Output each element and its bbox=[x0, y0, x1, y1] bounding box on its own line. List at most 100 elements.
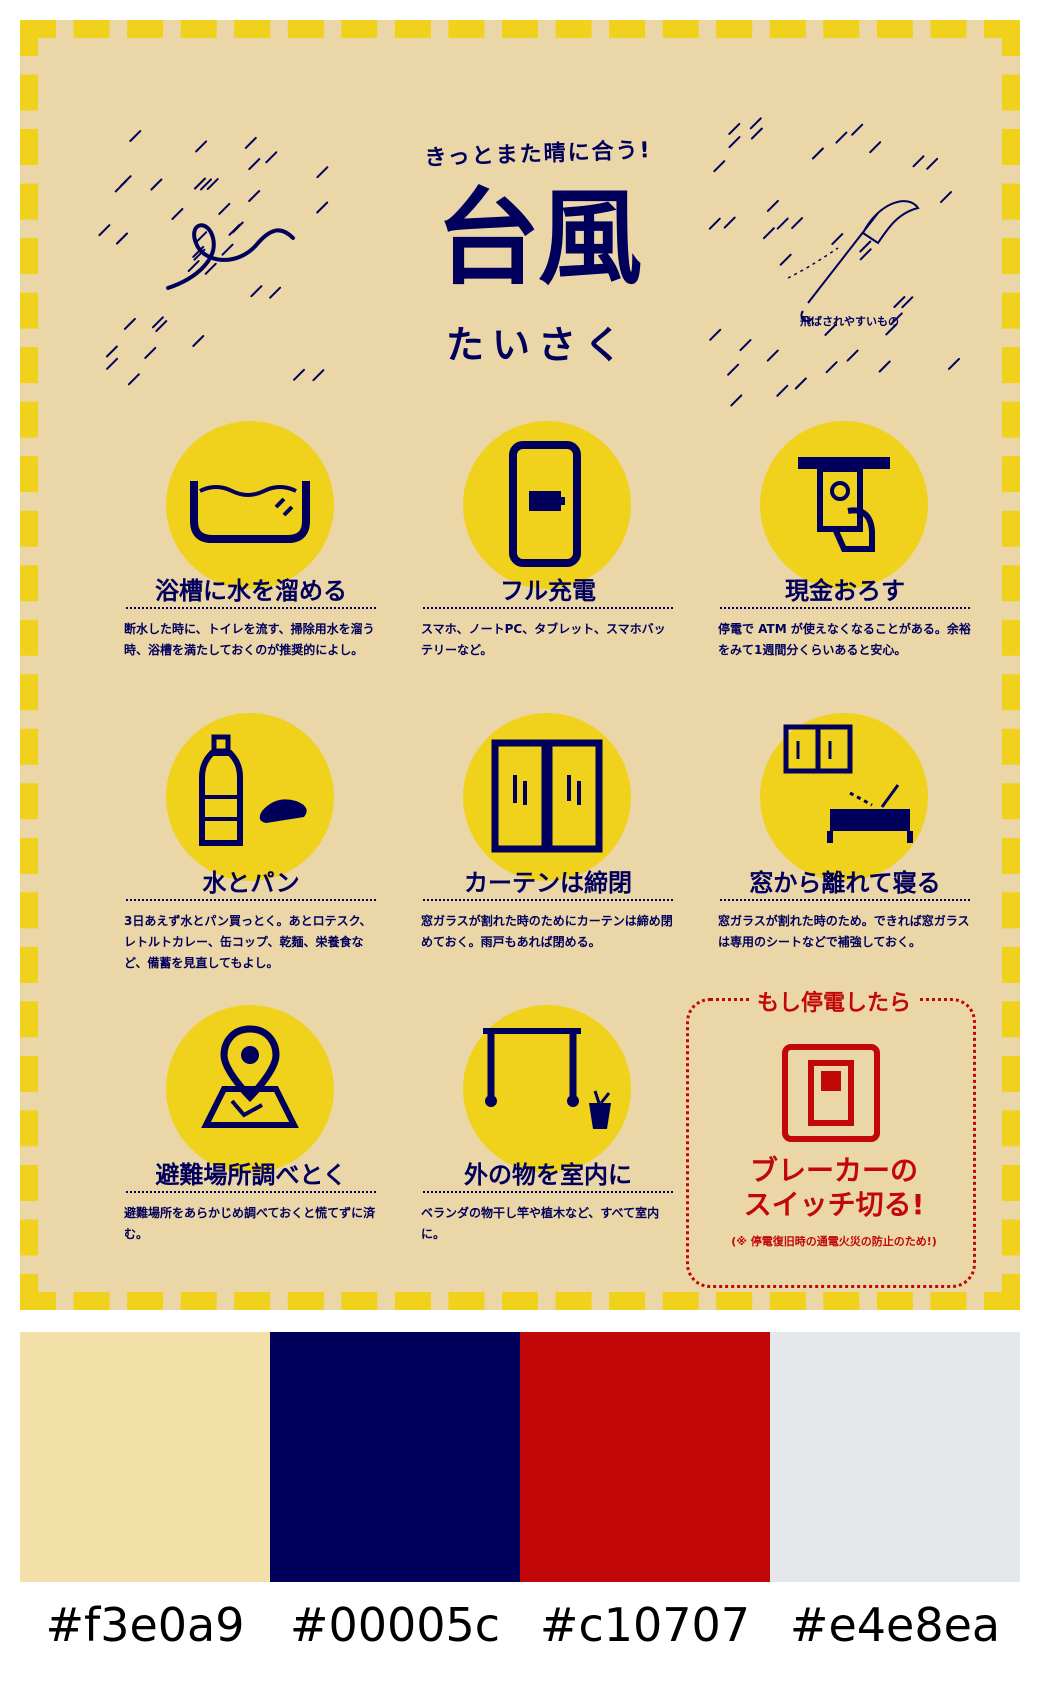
rain-dash bbox=[265, 151, 278, 164]
atm-icon bbox=[798, 457, 890, 552]
tip-description: 3日あえず水とパン買っとく。あとロテスク、レトルトカレー、缶コップ、乾麺、栄養食… bbox=[124, 914, 372, 970]
rain-dash bbox=[749, 117, 762, 130]
tip-card-sleep-away: 窓から離れて寝る 窓ガラスが割れた時のため。できれば窓ガラスは専用のシートなどで… bbox=[710, 713, 980, 991]
rain-dash bbox=[316, 201, 329, 214]
tip-card-cash: 現金おろす 停電で ATM が使えなくなることがある。余裕をみて1週間分くらいあ… bbox=[710, 421, 980, 699]
palette-swatch-2 bbox=[270, 1332, 520, 1582]
color-palette bbox=[20, 1332, 1020, 1582]
tip-description: 避難場所をあらかじめ調べておくと慌てずに済む。 bbox=[124, 1206, 376, 1241]
rain-dash bbox=[926, 157, 939, 170]
power-outage-instruction: ブレーカーの スイッチ切る! bbox=[689, 1154, 979, 1222]
tip-description: 停電で ATM が使えなくなることがある。余裕をみて1週間分くらいあると安心。 bbox=[718, 622, 971, 657]
tip-card-water-bread: 水とパン 3日あえず水とパン買っとく。あとロテスク、レトルトカレー、缶コップ、乾… bbox=[116, 713, 386, 991]
tip-divider bbox=[423, 607, 673, 609]
palette-swatch-4 bbox=[770, 1332, 1020, 1582]
palette-swatch-1 bbox=[20, 1332, 270, 1582]
tip-title: フル充電 bbox=[500, 577, 596, 605]
typhoon-poster: 飛ばされやすいもの きっとまた晴に合う! 台風 たいさく 浴槽に水を溜める 断水… bbox=[20, 20, 1020, 1310]
tip-description: スマホ、ノートPC、タブレット、スマホバッテリーなど。 bbox=[421, 622, 666, 657]
tip-divider bbox=[423, 1191, 673, 1193]
tip-circle bbox=[760, 421, 928, 589]
ribbon-doodle-icon bbox=[166, 223, 295, 290]
tip-card-evacuation: 避難場所調べとく 避難場所をあらかじめ調べておくと慌てずに済む。 bbox=[116, 1005, 386, 1283]
tip-card-curtain: カーテンは締閉 窓ガラスが割れた時のためにカーテンは締め閉めておく。雨戸もあれば… bbox=[413, 713, 683, 991]
tip-card-bring-inside: 外の物を室内に ベランダの物干し竿や植木など、すべて室内に。 bbox=[413, 1005, 683, 1283]
rain-dash bbox=[244, 136, 257, 149]
tip-title: 浴槽に水を溜める bbox=[155, 577, 347, 605]
rain-dash bbox=[723, 216, 736, 229]
power-instruction-line1: ブレーカーの bbox=[749, 1154, 918, 1187]
rain-dash bbox=[869, 141, 882, 154]
rain-dash bbox=[708, 217, 721, 230]
palette-hex-3: #c10707 bbox=[539, 1598, 751, 1652]
rain-dash bbox=[851, 123, 864, 136]
curtain-icon bbox=[491, 739, 603, 853]
power-instruction-line2: スイッチ切る! bbox=[743, 1188, 925, 1221]
power-outage-title: もし停電したら bbox=[689, 985, 979, 1017]
rain-dash bbox=[766, 349, 779, 362]
tip-circle bbox=[166, 713, 334, 881]
poster-title-reading: たいさく bbox=[445, 323, 630, 367]
smartphone-icon bbox=[509, 441, 581, 567]
water-bread-icon bbox=[199, 734, 307, 846]
tip-title: 避難場所調べとく bbox=[155, 1161, 347, 1189]
rain-dash bbox=[155, 320, 168, 333]
poster-title: 台風 bbox=[435, 177, 642, 299]
power-outage-note: (※ 停電復旧時の通電火災の防止のため!) bbox=[731, 1235, 937, 1248]
rain-dash bbox=[248, 158, 261, 171]
rain-dash bbox=[948, 357, 960, 370]
rain-dash bbox=[316, 166, 329, 179]
broken-umbrella-icon bbox=[787, 200, 920, 322]
rain-dash bbox=[195, 140, 208, 153]
rain-dash bbox=[151, 316, 164, 329]
rain-dash bbox=[98, 224, 111, 237]
rain-dash bbox=[312, 369, 325, 382]
rain-dash bbox=[129, 130, 142, 142]
rain-dash bbox=[940, 191, 952, 204]
rain-dash bbox=[825, 361, 838, 374]
palette-swatch-3 bbox=[520, 1332, 770, 1582]
rain-dash bbox=[114, 180, 127, 193]
rain-dash bbox=[794, 377, 807, 390]
bathtub-icon bbox=[190, 481, 310, 543]
palette-hex-4: #e4e8ea bbox=[789, 1598, 1001, 1652]
tip-description: 窓ガラスが割れた時のため。できれば窓ガラスは専用のシートなどで補強しておく。 bbox=[718, 914, 970, 949]
tips-grid: 浴槽に水を溜める 断水した時に、トイレを流す、掃除用水を溜う時、浴槽を満たしてお… bbox=[116, 421, 986, 1283]
rain-dash bbox=[192, 335, 205, 347]
tip-title: 窓から離れて寝る bbox=[749, 869, 941, 897]
rain-dash bbox=[293, 368, 305, 381]
rain-dash bbox=[206, 178, 219, 191]
rain-dash bbox=[116, 232, 128, 245]
palette-hex-1: #f3e0a9 bbox=[45, 1598, 245, 1652]
rain-dash bbox=[123, 317, 136, 330]
tip-description: 断水した時に、トイレを流す、掃除用水を溜う時、浴槽を満たしておくのが推奨的によし… bbox=[124, 622, 375, 657]
rain-dash bbox=[144, 346, 157, 359]
rain-dash bbox=[750, 127, 763, 140]
tip-divider bbox=[126, 899, 376, 901]
tip-divider bbox=[126, 1191, 376, 1193]
rain-dash bbox=[846, 349, 859, 362]
power-outage-title-text: もし停電したら bbox=[748, 991, 919, 1016]
rain-dash bbox=[713, 160, 726, 173]
rain-dash bbox=[105, 345, 118, 358]
rain-dash bbox=[194, 177, 206, 190]
tip-title: 水とパン bbox=[202, 869, 300, 897]
rain-dash bbox=[730, 394, 743, 407]
palette-hex-2: #00005c bbox=[289, 1598, 501, 1652]
poster-header: きっとまた晴に合う! 台風 たいさく bbox=[368, 136, 708, 369]
rain-dash bbox=[119, 175, 132, 188]
tip-title: 現金おろす bbox=[785, 577, 905, 605]
tip-title: 外の物を室内に bbox=[464, 1161, 632, 1189]
power-outage-box: もし停電したら ブレーカーの スイッチ切る! (※ 停電復旧時の通電火災の防止の… bbox=[686, 991, 979, 1288]
tip-card-charge: フル充電 スマホ、ノートPC、タブレット、スマホバッテリーなど。 bbox=[413, 421, 683, 699]
doodle-caption: 飛ばされやすいもの bbox=[800, 315, 899, 328]
map-pin-icon bbox=[201, 1025, 299, 1128]
rain-dash bbox=[727, 363, 740, 376]
tip-divider bbox=[720, 899, 970, 901]
rain-dash bbox=[200, 178, 212, 191]
rain-dash bbox=[728, 136, 741, 149]
clothesline-icon bbox=[483, 1028, 611, 1129]
palette-hex-labels: #f3e0a9 #00005c #c10707 #e4e8ea bbox=[20, 1598, 1020, 1652]
rain-dash bbox=[811, 147, 824, 160]
bed-window-icon bbox=[783, 724, 913, 843]
